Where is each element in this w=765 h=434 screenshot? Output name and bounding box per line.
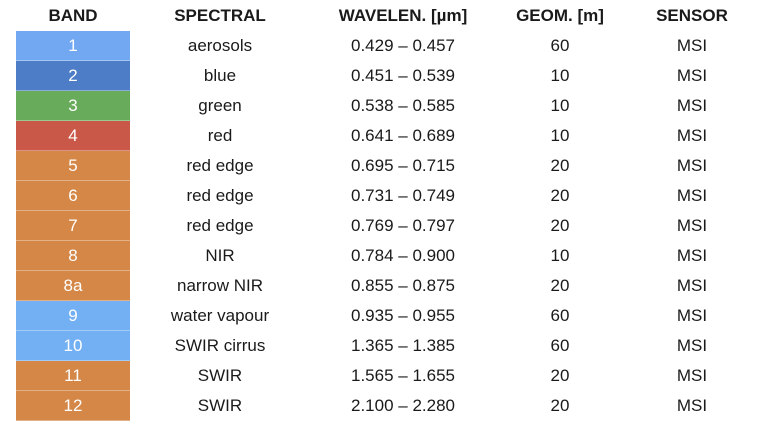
band-cell: 10: [16, 331, 130, 361]
table-body: 1 aerosols 0.429 – 0.457 60 MSI 2 blue 0.451 – …: [0, 31, 765, 421]
wavelength-cell: 0.784 – 0.900: [351, 246, 455, 265]
sensor-cell: MSI: [676, 186, 708, 205]
table-row: 8 NIR 0.784 – 0.900 10 MSI: [0, 241, 765, 271]
wavelength-cell: 2.100 – 2.280: [351, 396, 455, 415]
geom-cell: 10: [550, 246, 570, 265]
wavelength-cell: 0.731 – 0.749: [351, 186, 455, 205]
table-row: 4 red 0.641 – 0.689 10 MSI: [0, 121, 765, 151]
band-cell: 11: [16, 361, 130, 391]
table-row: 5 red edge 0.695 – 0.715 20 MSI: [0, 151, 765, 181]
table-row: 2 blue 0.451 – 0.539 10 MSI: [0, 61, 765, 91]
spectral-cell: red edge: [186, 186, 254, 205]
spectral-cell: red: [207, 126, 233, 145]
table-row: 6 red edge 0.731 – 0.749 20 MSI: [0, 181, 765, 211]
spectral-cell: aerosols: [187, 36, 253, 55]
table-row: 9 water vapour 0.935 – 0.955 60 MSI: [0, 301, 765, 331]
sensor-cell: MSI: [676, 396, 708, 415]
wavelength-cell: 0.855 – 0.875: [351, 276, 455, 295]
sensor-cell: MSI: [676, 276, 708, 295]
spectral-cell: SWIR: [197, 366, 243, 385]
header-band: BAND: [48, 6, 98, 25]
sensor-cell: MSI: [676, 66, 708, 85]
sensor-cell: MSI: [676, 246, 708, 265]
header-sensor: SENSOR: [656, 6, 728, 25]
geom-cell: 20: [550, 276, 570, 295]
band-cell: 5: [16, 151, 130, 181]
geom-cell: 60: [550, 36, 570, 55]
table-row: 10 SWIR cirrus 1.365 – 1.385 60 MSI: [0, 331, 765, 361]
wavelength-cell: 1.565 – 1.655: [351, 366, 455, 385]
band-cell: 4: [16, 121, 130, 151]
spectral-cell: green: [198, 96, 242, 115]
table-row: 12 SWIR 2.100 – 2.280 20 MSI: [0, 391, 765, 421]
sensor-cell: MSI: [676, 96, 708, 115]
geom-cell: 60: [550, 306, 570, 325]
header-geom: GEOM. [m]: [516, 6, 604, 25]
geom-cell: 60: [550, 336, 570, 355]
sensor-cell: MSI: [676, 306, 708, 325]
sensor-cell: MSI: [676, 336, 708, 355]
spectral-cell: blue: [203, 66, 237, 85]
geom-cell: 20: [550, 156, 570, 175]
table-row: 7 red edge 0.769 – 0.797 20 MSI: [0, 211, 765, 241]
wavelength-cell: 0.451 – 0.539: [351, 66, 455, 85]
geom-cell: 20: [550, 366, 570, 385]
table-row: 8a narrow NIR 0.855 – 0.875 20 MSI: [0, 271, 765, 301]
band-cell: 3: [16, 91, 130, 121]
band-cell: 12: [16, 391, 130, 421]
spectral-cell: red edge: [186, 216, 254, 235]
wavelength-cell: 0.695 – 0.715: [351, 156, 455, 175]
spectral-cell: SWIR: [197, 396, 243, 415]
spectral-cell: narrow NIR: [177, 276, 263, 295]
wavelength-cell: 0.538 – 0.585: [351, 96, 455, 115]
geom-cell: 20: [550, 216, 570, 235]
spectral-cell: water vapour: [170, 306, 270, 325]
geom-cell: 10: [550, 96, 570, 115]
sensor-cell: MSI: [676, 36, 708, 55]
spectral-cell: red edge: [186, 156, 254, 175]
geom-cell: 20: [550, 396, 570, 415]
band-cell: 8a: [16, 271, 130, 301]
table-row: 1 aerosols 0.429 – 0.457 60 MSI: [0, 31, 765, 61]
sensor-cell: MSI: [676, 216, 708, 235]
geom-cell: 10: [550, 66, 570, 85]
band-cell: 6: [16, 181, 130, 211]
header-spectral: SPECTRAL: [174, 6, 266, 25]
table-row: 11 SWIR 1.565 – 1.655 20 MSI: [0, 361, 765, 391]
sensor-cell: MSI: [676, 156, 708, 175]
geom-cell: 20: [550, 186, 570, 205]
band-cell: 9: [16, 301, 130, 331]
wavelength-cell: 0.935 – 0.955: [351, 306, 455, 325]
header-wavelength: WAVELEN. [µm]: [338, 6, 468, 25]
spectral-cell: NIR: [205, 246, 235, 265]
wavelength-cell: 0.429 – 0.457: [351, 36, 455, 55]
wavelength-cell: 1.365 – 1.385: [351, 336, 455, 355]
spectral-cell: SWIR cirrus: [174, 336, 266, 355]
band-cell: 7: [16, 211, 130, 241]
sensor-cell: MSI: [676, 126, 708, 145]
table-header: BAND SPECTRAL WAVELEN. [µm] GEOM. [m] SE…: [0, 0, 765, 31]
wavelength-cell: 0.641 – 0.689: [351, 126, 455, 145]
band-cell: 2: [16, 61, 130, 91]
geom-cell: 10: [550, 126, 570, 145]
wavelength-cell: 0.769 – 0.797: [351, 216, 455, 235]
sensor-cell: MSI: [676, 366, 708, 385]
band-cell: 1: [16, 31, 130, 61]
band-cell: 8: [16, 241, 130, 271]
table-row: 3 green 0.538 – 0.585 10 MSI: [0, 91, 765, 121]
